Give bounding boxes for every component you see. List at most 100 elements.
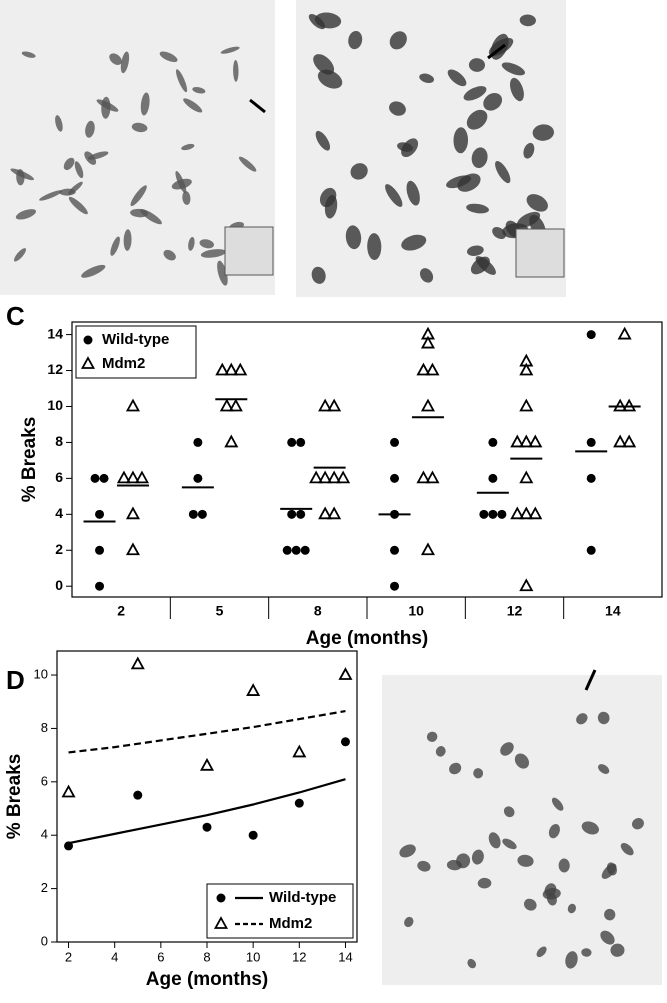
- data-point: [318, 506, 333, 520]
- x-tick-label: 2: [65, 949, 72, 964]
- data-point: [95, 509, 105, 519]
- x-tick-label: 8: [314, 603, 322, 619]
- chromosome: [348, 30, 363, 50]
- data-point: [528, 434, 543, 448]
- chromosome: [470, 256, 490, 275]
- y-tick-label: 8: [41, 720, 48, 735]
- chromosome: [600, 930, 615, 945]
- inset: [515, 228, 565, 278]
- chromosome: [551, 797, 564, 811]
- chromosome: [39, 190, 63, 201]
- data-point: [488, 509, 498, 519]
- data-point: [215, 362, 230, 376]
- data-point: [199, 757, 215, 771]
- chromosome: [313, 54, 335, 75]
- chromosome: [406, 180, 420, 206]
- data-point: [586, 473, 596, 483]
- panel-label: D: [6, 665, 25, 695]
- chromosome: [182, 191, 191, 205]
- data-point: [95, 545, 105, 555]
- chromosome: [123, 229, 132, 251]
- chromosome: [131, 122, 148, 133]
- data-point: [116, 470, 131, 484]
- x-tick-label: 10: [408, 603, 424, 619]
- chromosome: [315, 130, 331, 151]
- data-point: [125, 542, 140, 556]
- chromosome: [59, 188, 76, 196]
- chromosome: [453, 127, 469, 154]
- data-point: [95, 581, 105, 591]
- data-point: [327, 506, 342, 520]
- chromosome: [399, 844, 416, 858]
- data-point: [497, 509, 507, 519]
- chromosome: [419, 268, 434, 283]
- chromosome: [597, 711, 610, 725]
- chromosome: [311, 266, 326, 284]
- chromosome: [367, 233, 382, 261]
- data-point: [327, 398, 342, 412]
- chromosome: [217, 260, 228, 286]
- legend-label: Mdm2: [269, 915, 312, 932]
- chromosome: [159, 51, 178, 63]
- arrow: [487, 43, 506, 60]
- data-point: [61, 784, 76, 798]
- chromosome: [631, 818, 644, 830]
- chromosome: [501, 62, 526, 76]
- data-point: [292, 744, 307, 758]
- y-axis-title: % Breaks: [19, 417, 40, 503]
- data-point: [228, 398, 243, 412]
- y-tick-label: 12: [47, 361, 63, 377]
- chromosome: [10, 168, 35, 181]
- x-tick-label: 8: [203, 949, 210, 964]
- data-point: [134, 470, 149, 484]
- chromosome: [233, 60, 239, 82]
- data-point: [510, 434, 525, 448]
- data-point: [519, 470, 534, 484]
- data-point: [233, 362, 248, 376]
- data-point: [340, 737, 350, 747]
- data-point: [224, 434, 239, 448]
- fit-line: [68, 709, 346, 754]
- micrograph: [382, 675, 662, 985]
- chromosome: [324, 194, 338, 219]
- legend-label: Wild-type: [102, 331, 169, 348]
- chromosome: [488, 832, 501, 849]
- x-axis-title: Age (months): [146, 969, 268, 990]
- x-tick-label: 2: [117, 603, 125, 619]
- chromosome: [419, 73, 435, 83]
- data-point: [586, 545, 596, 555]
- data-point: [318, 398, 333, 412]
- chromosome: [171, 178, 192, 190]
- y-tick-label: 2: [55, 541, 63, 557]
- chromosome: [345, 225, 362, 250]
- legend-marker: [80, 356, 96, 369]
- chromosome: [199, 239, 214, 249]
- data-point: [617, 326, 632, 340]
- data-point: [519, 398, 534, 412]
- data-point: [125, 506, 140, 520]
- chromosome: [447, 69, 467, 87]
- y-tick-label: 8: [55, 433, 63, 449]
- data-point: [248, 830, 258, 840]
- data-point: [420, 542, 435, 556]
- legend-marker: [216, 893, 226, 903]
- chromosome: [463, 86, 487, 101]
- data-point: [133, 790, 143, 800]
- x-tick-label: 12: [507, 603, 523, 619]
- y-tick-label: 0: [41, 933, 48, 948]
- chromosome: [466, 245, 484, 256]
- data-point: [416, 470, 431, 484]
- chromosome: [14, 248, 27, 262]
- legend-marker: [213, 916, 229, 929]
- data-point: [90, 473, 100, 483]
- data-point: [193, 473, 203, 483]
- chromosome: [576, 713, 588, 725]
- data-point: [519, 362, 534, 376]
- chromosome: [514, 753, 530, 769]
- x-tick-label: 12: [292, 949, 306, 964]
- y-tick-label: 2: [41, 880, 48, 895]
- chromosome: [404, 916, 414, 928]
- data-point: [294, 798, 304, 808]
- data-point: [622, 434, 637, 448]
